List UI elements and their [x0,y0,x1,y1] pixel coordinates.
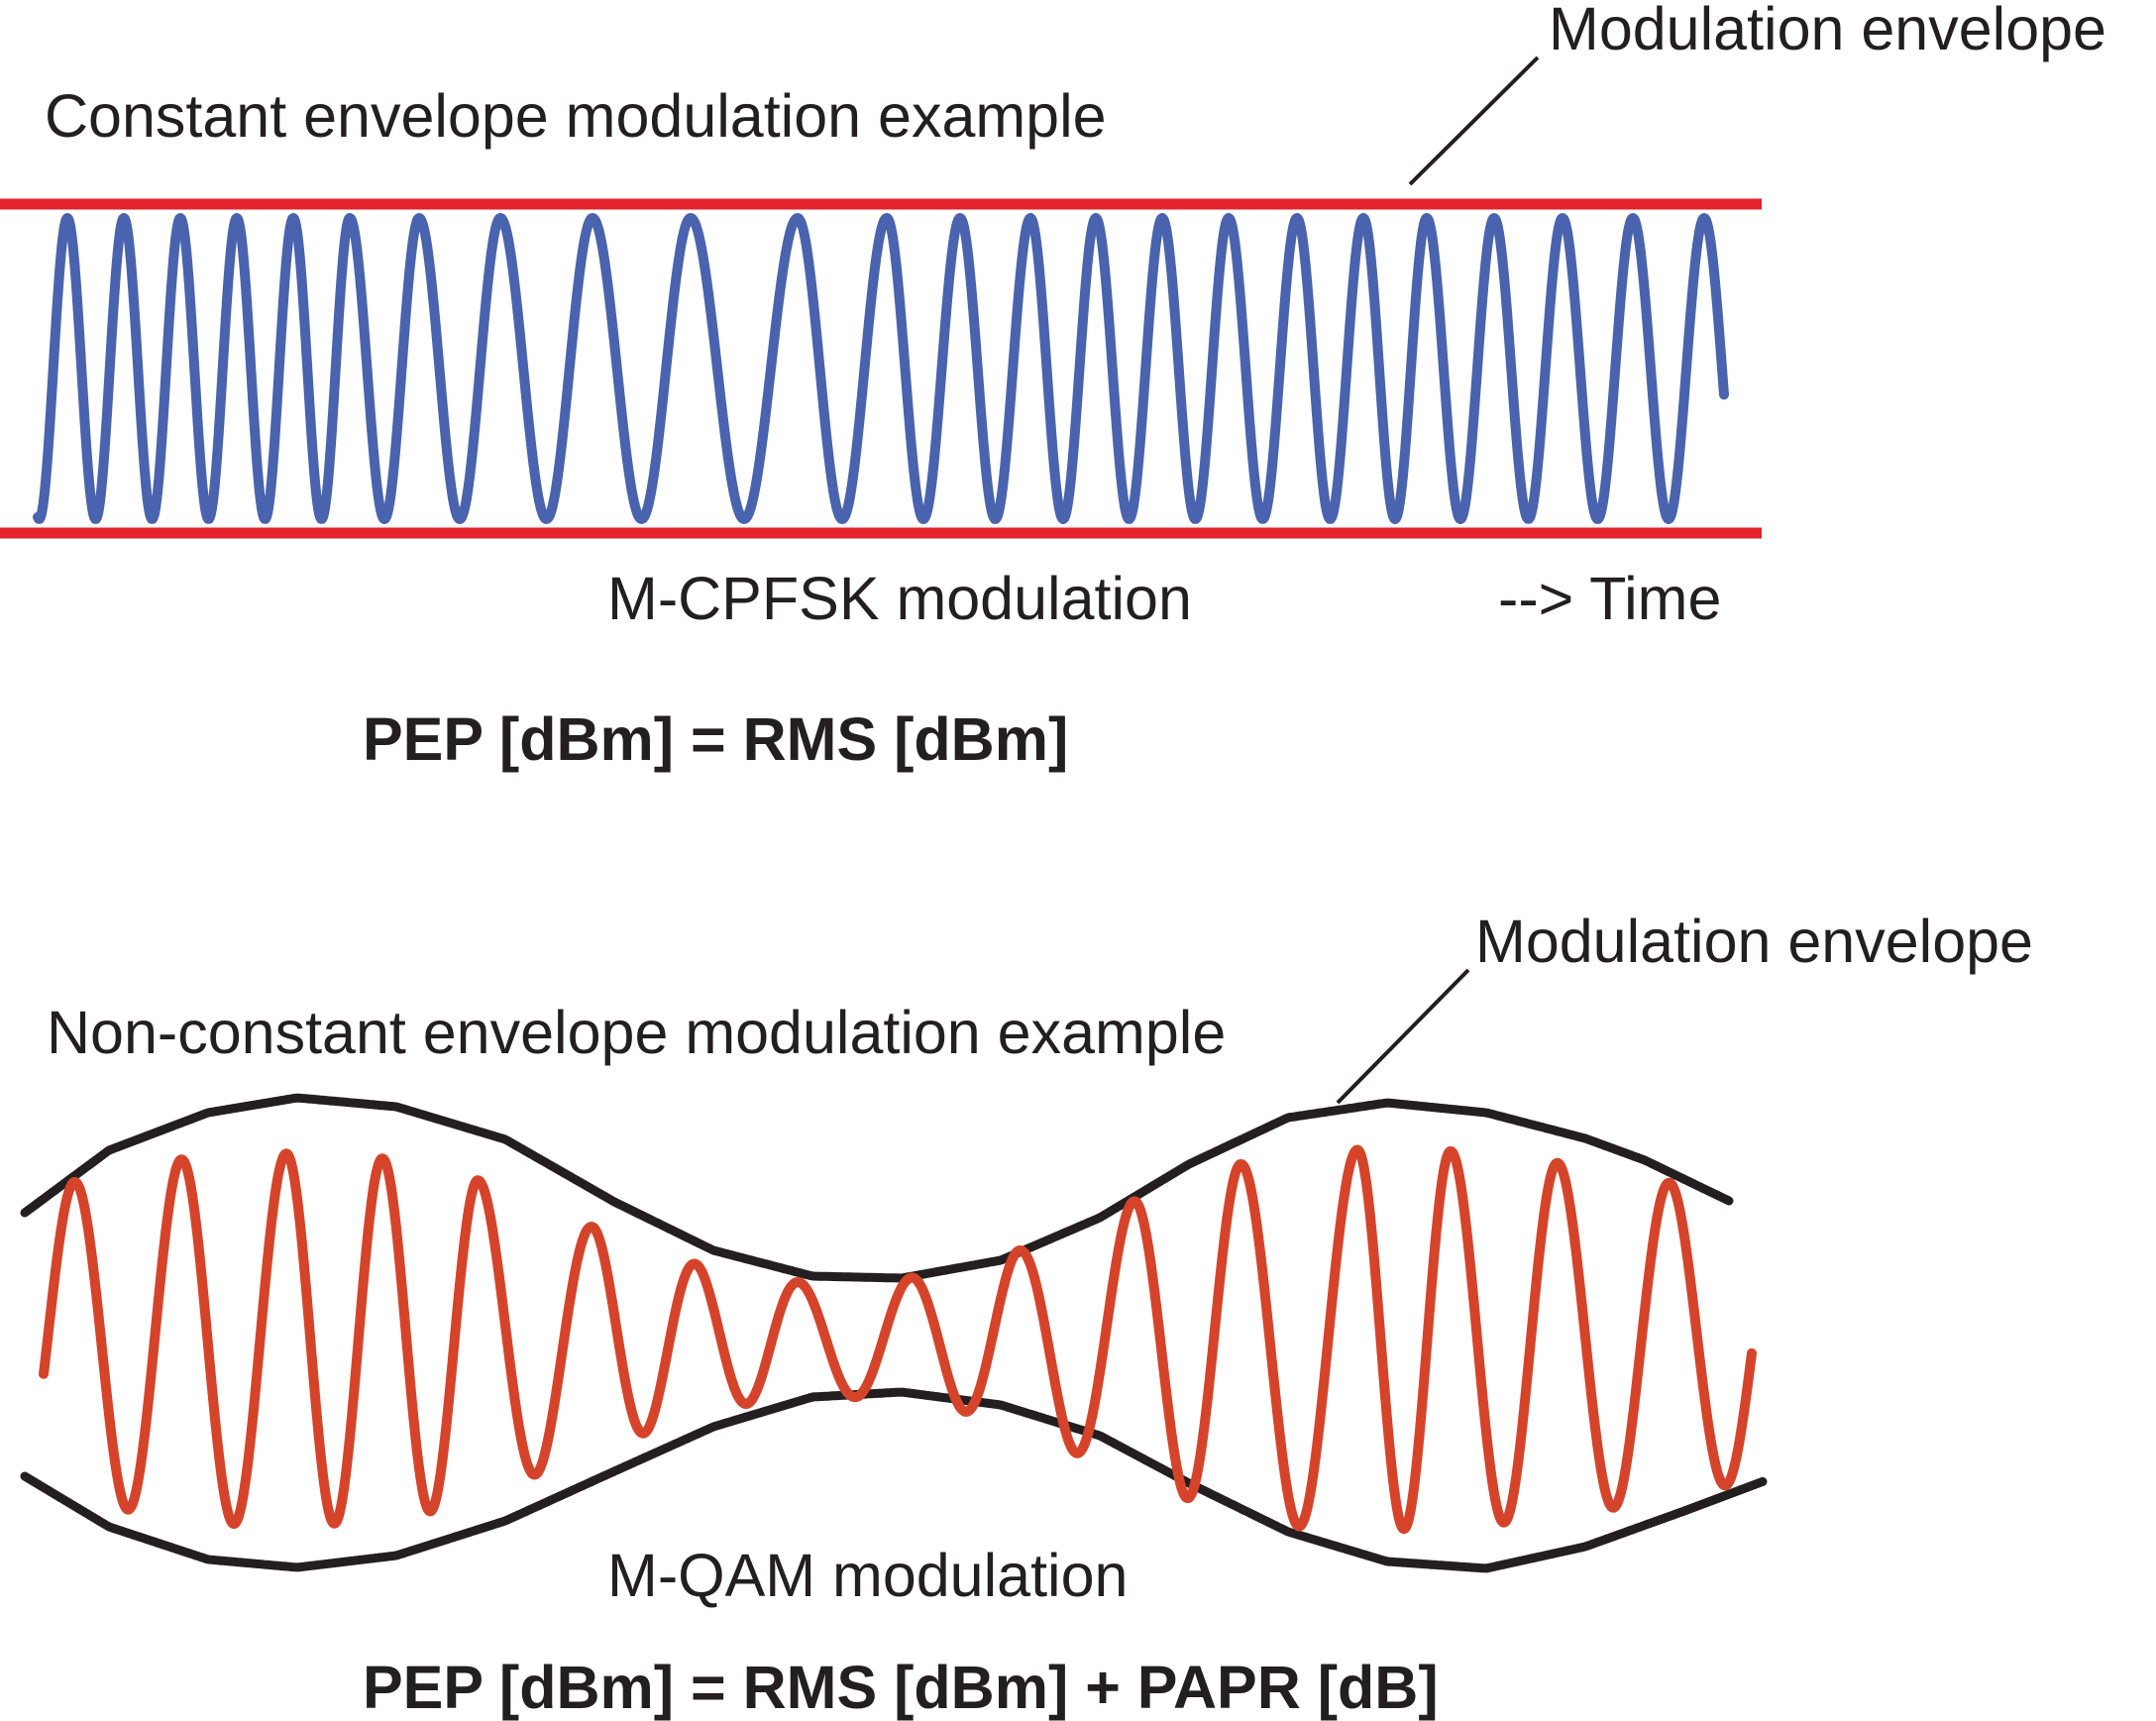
non-constant-envelope-formula: PEP [dBm] = RMS [dBm] + PAPR [dB] [363,1654,1439,1721]
m-qam-waveform [39,1144,1757,1535]
m-cpfsk-modulation-label: M-CPFSK modulation [607,565,1192,632]
m-cpfsk-waveform [33,213,1729,524]
constant-envelope-formula: PEP [dBm] = RMS [dBm] [363,705,1068,773]
top-envelope-leader-line [1408,55,1540,186]
constant-envelope-panel: Constant envelope modulation example Mod… [0,0,2106,773]
top-envelope-label: Modulation envelope [1549,0,2106,62]
constant-envelope-title: Constant envelope modulation example [45,82,1107,150]
upper-modulation-envelope-curve [20,1093,1734,1283]
non-constant-envelope-panel: Modulation envelope Non-constant envelop… [20,908,2033,1721]
bottom-envelope-leader-line [1336,968,1470,1105]
m-qam-modulation-label: M-QAM modulation [607,1542,1128,1609]
lower-modulation-envelope-curve [20,1387,1768,1573]
time-axis-label: --> Time [1498,565,1721,632]
non-constant-envelope-title: Non-constant envelope modulation example [47,999,1226,1066]
bottom-envelope-label: Modulation envelope [1475,908,2033,975]
